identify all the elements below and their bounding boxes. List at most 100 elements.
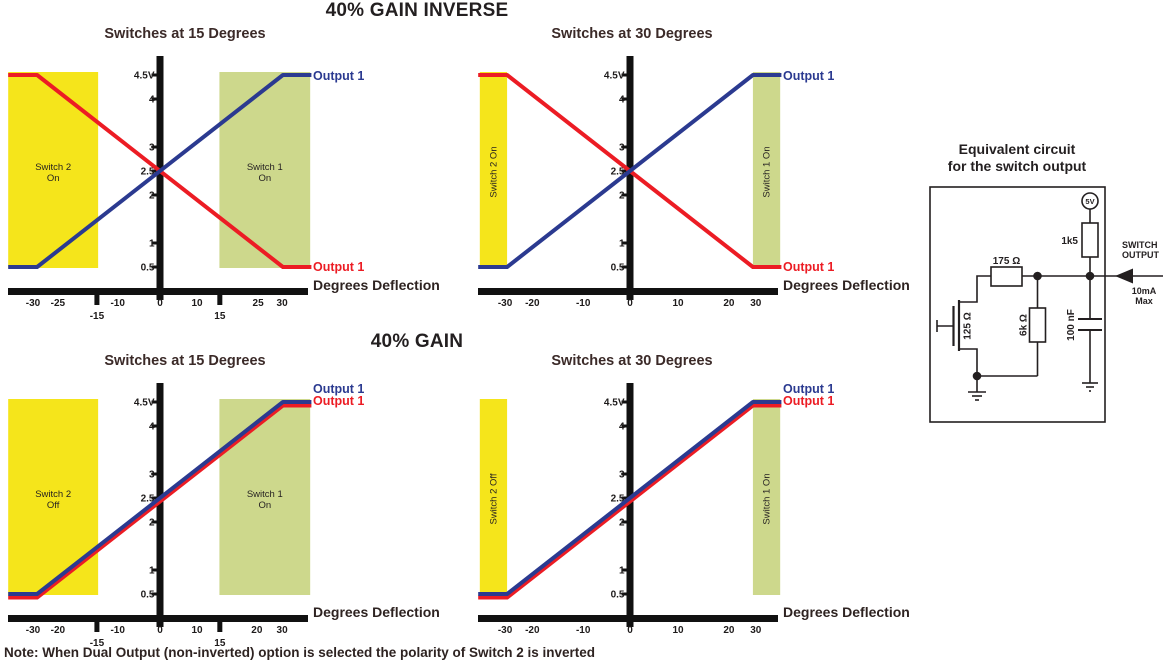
y-tick-label: 1 — [149, 566, 155, 577]
y-tick — [621, 97, 627, 101]
y-tick — [151, 169, 157, 173]
switch-band — [219, 72, 311, 268]
switch-output-label-line1: SWITCH — [1122, 240, 1158, 250]
y-tick-label: 2.5 — [141, 494, 155, 505]
output-arrow-icon — [1115, 268, 1133, 284]
x-tick-label: 15 — [214, 311, 226, 322]
y-tick-label: 0.5 — [141, 263, 155, 274]
x-tick-label: 10 — [672, 298, 684, 309]
y-tick — [621, 520, 627, 524]
y-tick — [151, 592, 157, 596]
ground-icon — [968, 391, 986, 401]
y-tick — [621, 424, 627, 428]
y-tick — [151, 193, 157, 197]
y-tick-label: 2 — [619, 518, 625, 529]
chart-gain-switch15: Switch 2 Off Switch 1 On 4.5V 4 3 2.5 2 1 0.5 -30 -2… — [8, 382, 440, 649]
chart-title-gain-30: Switches at 30 Degrees — [551, 353, 713, 369]
page-title-gain: 40% GAIN — [370, 331, 464, 352]
x-tick-label: 20 — [723, 298, 735, 309]
footer-note: Note: When Dual Output (non-inverted) op… — [4, 645, 596, 660]
y-tick-label: 4.5V — [604, 398, 625, 409]
x-tick-label: -20 — [525, 625, 540, 636]
y-tick-label: 0.5 — [611, 590, 625, 601]
y-tick — [621, 265, 627, 269]
series-label-red: Output 1 — [783, 394, 834, 408]
y-tick-label: 2 — [149, 518, 155, 529]
x-tick-label: 25 — [253, 298, 265, 309]
x-tick-label: -30 — [26, 625, 41, 636]
x-tick-label: 10 — [191, 625, 203, 636]
y-tick-label: 2.5 — [141, 167, 155, 178]
y-tick — [621, 568, 627, 572]
switch-band-label: Switch 1 On — [247, 489, 283, 511]
x-tick-label: -30 — [26, 298, 41, 309]
y-axis — [156, 56, 164, 300]
max-current-label-line1: 10mA — [1132, 286, 1157, 296]
series-label-blue: Output 1 — [783, 69, 834, 83]
wire — [958, 275, 991, 303]
y-axis — [626, 383, 634, 627]
output-line-blue — [8, 73, 312, 269]
x-tick-label: -10 — [576, 298, 591, 309]
y-tick — [621, 145, 627, 149]
x-tick-label: 0 — [627, 625, 633, 636]
switch-band-label: Switch 1 On — [762, 473, 773, 524]
circuit-title-line2: for the switch output — [948, 158, 1087, 174]
y-tick — [151, 424, 157, 428]
x-tick-label: 30 — [750, 298, 762, 309]
resistor-1k5 — [1081, 222, 1099, 258]
output-line-blue — [478, 73, 782, 269]
y-tick-label: 1 — [619, 239, 625, 250]
y-tick — [151, 145, 157, 149]
y-tick-label: 2.5 — [611, 494, 625, 505]
circuit-title-line1: Equivalent circuit — [959, 141, 1076, 157]
output-line-red — [8, 403, 312, 600]
y-tick-label: 2 — [149, 191, 155, 202]
x-tick-label: -10 — [576, 625, 591, 636]
chart-gain-inverse-switch15: Switch 2 On Switch 1 On 4.5V 4 3 2.5 2 1 0.5 -30 -25… — [8, 56, 440, 322]
x-tick-label: -10 — [110, 625, 125, 636]
mosfet-symbol — [936, 300, 961, 351]
switch-band — [219, 399, 311, 595]
y-tick — [621, 400, 627, 404]
x-tick-label: -15 — [90, 311, 105, 322]
x-tick-label: -20 — [525, 298, 540, 309]
y-tick — [621, 169, 627, 173]
x-tick — [94, 622, 100, 632]
supply-5v-label: 5V — [1085, 197, 1094, 206]
x-axis-title: Degrees Deflection — [313, 277, 440, 293]
x-tick-label: 20 — [723, 625, 735, 636]
resistor-6k-label: 6k Ω — [1019, 314, 1030, 336]
series-label-red: Output 1 — [313, 394, 364, 408]
y-tick-label: 4 — [619, 95, 625, 106]
x-tick — [217, 622, 223, 632]
y-tick — [621, 73, 627, 77]
resistor-6k — [1028, 307, 1047, 343]
chart-title-inverse-15: Switches at 15 Degrees — [104, 26, 266, 42]
y-tick-label: 4.5V — [134, 398, 155, 409]
output-line-blue — [478, 400, 782, 596]
y-tick — [151, 496, 157, 500]
y-tick — [151, 73, 157, 77]
chart-gain-switch30: Switch 2 Off Switch 1 On 4.5V 4 3 2.5 2 1 0.5 -30… — [478, 382, 910, 636]
y-tick-label: 4.5V — [134, 71, 155, 82]
y-tick-label: 3 — [619, 143, 625, 154]
switch-band — [479, 399, 508, 595]
y-tick — [151, 97, 157, 101]
capacitor-100nf-label: 100 nF — [1066, 309, 1077, 341]
x-tick-label: 30 — [750, 625, 762, 636]
y-tick-label: 4 — [149, 422, 155, 433]
switch-band-label: Switch 1 On — [762, 146, 773, 197]
series-label-blue: Output 1 — [313, 69, 364, 83]
x-tick — [217, 295, 223, 305]
y-tick — [151, 472, 157, 476]
y-tick — [151, 400, 157, 404]
switch-band — [752, 72, 781, 268]
y-tick — [151, 568, 157, 572]
x-axis-title: Degrees Deflection — [313, 604, 440, 620]
output-line-blue — [8, 400, 312, 596]
y-tick-label: 4 — [149, 95, 155, 106]
y-axis — [156, 383, 164, 627]
y-tick-label: 3 — [149, 470, 155, 481]
circuit-box — [929, 186, 1106, 423]
